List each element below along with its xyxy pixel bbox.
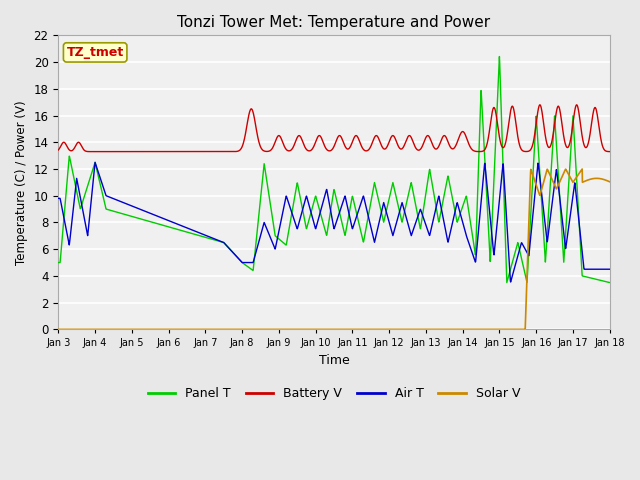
Title: Tonzi Tower Met: Temperature and Power: Tonzi Tower Met: Temperature and Power bbox=[177, 15, 491, 30]
Y-axis label: Temperature (C) / Power (V): Temperature (C) / Power (V) bbox=[15, 100, 28, 264]
Text: TZ_tmet: TZ_tmet bbox=[67, 46, 124, 59]
X-axis label: Time: Time bbox=[319, 354, 349, 367]
Legend: Panel T, Battery V, Air T, Solar V: Panel T, Battery V, Air T, Solar V bbox=[143, 383, 525, 406]
